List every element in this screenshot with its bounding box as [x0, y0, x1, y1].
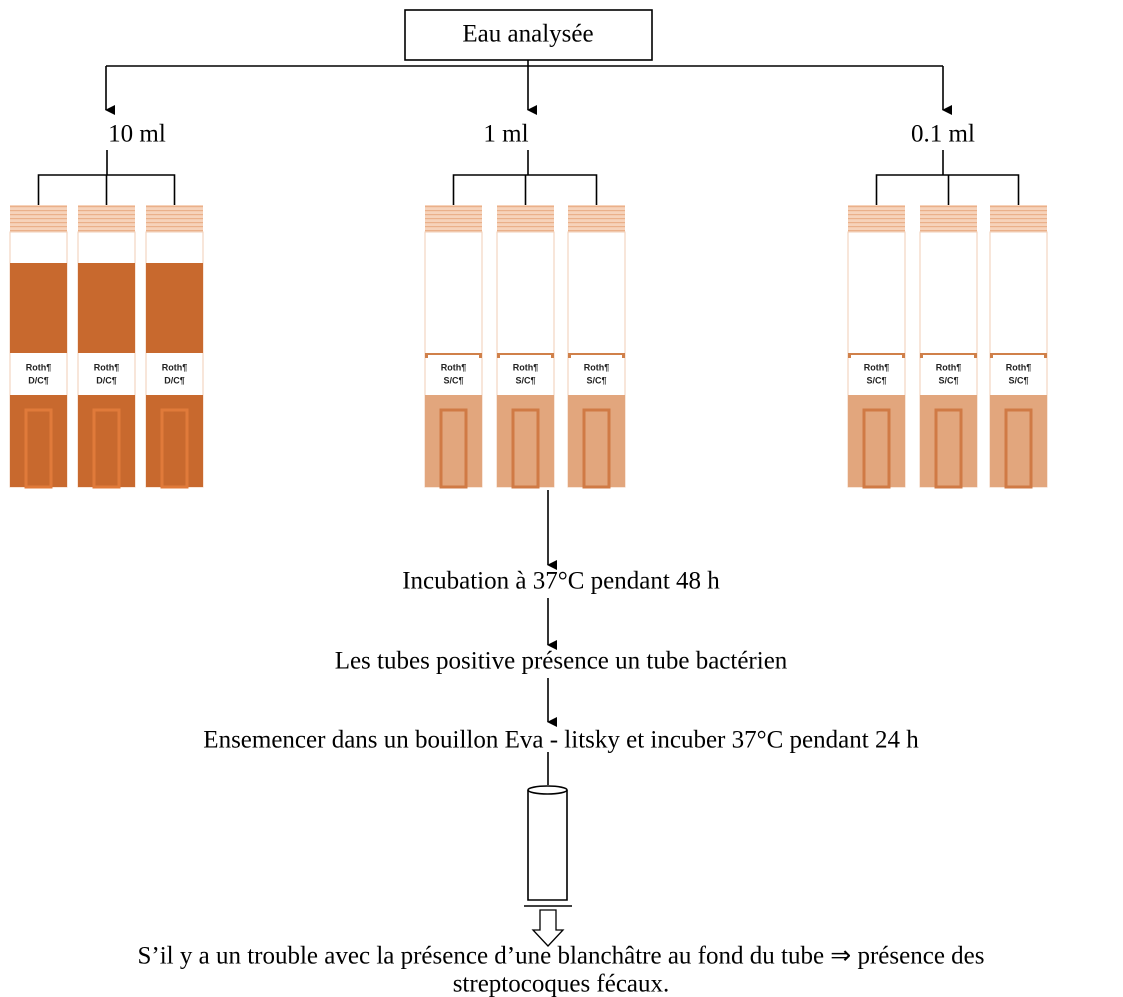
tube-label: S/C¶ — [1008, 375, 1028, 385]
bracket — [877, 175, 1019, 210]
tube-cap — [10, 205, 67, 232]
tube-label: D/C¶ — [28, 375, 49, 385]
step: Incubation à 37°C pendant 48 h — [402, 568, 720, 595]
tube-label: Roth¶ — [513, 362, 539, 372]
bracket — [454, 175, 597, 210]
tube-label: Roth¶ — [26, 362, 52, 372]
small-tube — [524, 786, 572, 946]
bracket — [39, 175, 175, 210]
tube-label: Roth¶ — [584, 362, 610, 372]
tube-label: S/C¶ — [938, 375, 958, 385]
step: Les tubes positive présence un tube bact… — [335, 648, 788, 675]
result: S’il y a un trouble avec la présence d’u… — [138, 943, 985, 970]
tube-cap — [920, 205, 977, 232]
tube-liquid — [10, 263, 67, 353]
tube-liquid — [78, 263, 135, 353]
tube-cap — [990, 205, 1047, 232]
tube-cap — [146, 205, 203, 232]
tube-label: D/C¶ — [164, 375, 185, 385]
tube-label: Roth¶ — [94, 362, 120, 372]
tube-label: S/C¶ — [515, 375, 535, 385]
tube-label: Roth¶ — [162, 362, 188, 372]
tube-label: S/C¶ — [866, 375, 886, 385]
tube-label: S/C¶ — [586, 375, 606, 385]
tube-cap — [78, 205, 135, 232]
tube-label: Roth¶ — [936, 362, 962, 372]
diagram: Eau analysée Incubation à 37°C pendant 4… — [0, 0, 1123, 997]
tube-cap — [568, 205, 625, 232]
tube-label: Roth¶ — [1006, 362, 1032, 372]
tube-label: S/C¶ — [443, 375, 463, 385]
tube-label: Roth¶ — [864, 362, 890, 372]
volume-label: 1 ml — [483, 121, 528, 148]
volume-label: 0.1 ml — [911, 121, 975, 148]
result: streptocoques fécaux. — [453, 971, 670, 997]
tube-liquid — [146, 263, 203, 353]
tube-cap — [497, 205, 554, 232]
tube-label: Roth¶ — [441, 362, 467, 372]
step: Ensemencer dans un bouillon Eva - litsky… — [203, 727, 919, 754]
tube-cap — [848, 205, 905, 232]
root-label: Eau analysée — [462, 21, 593, 48]
volume-label: 10 ml — [108, 121, 166, 148]
tube-label: D/C¶ — [96, 375, 117, 385]
tube-cap — [425, 205, 482, 232]
